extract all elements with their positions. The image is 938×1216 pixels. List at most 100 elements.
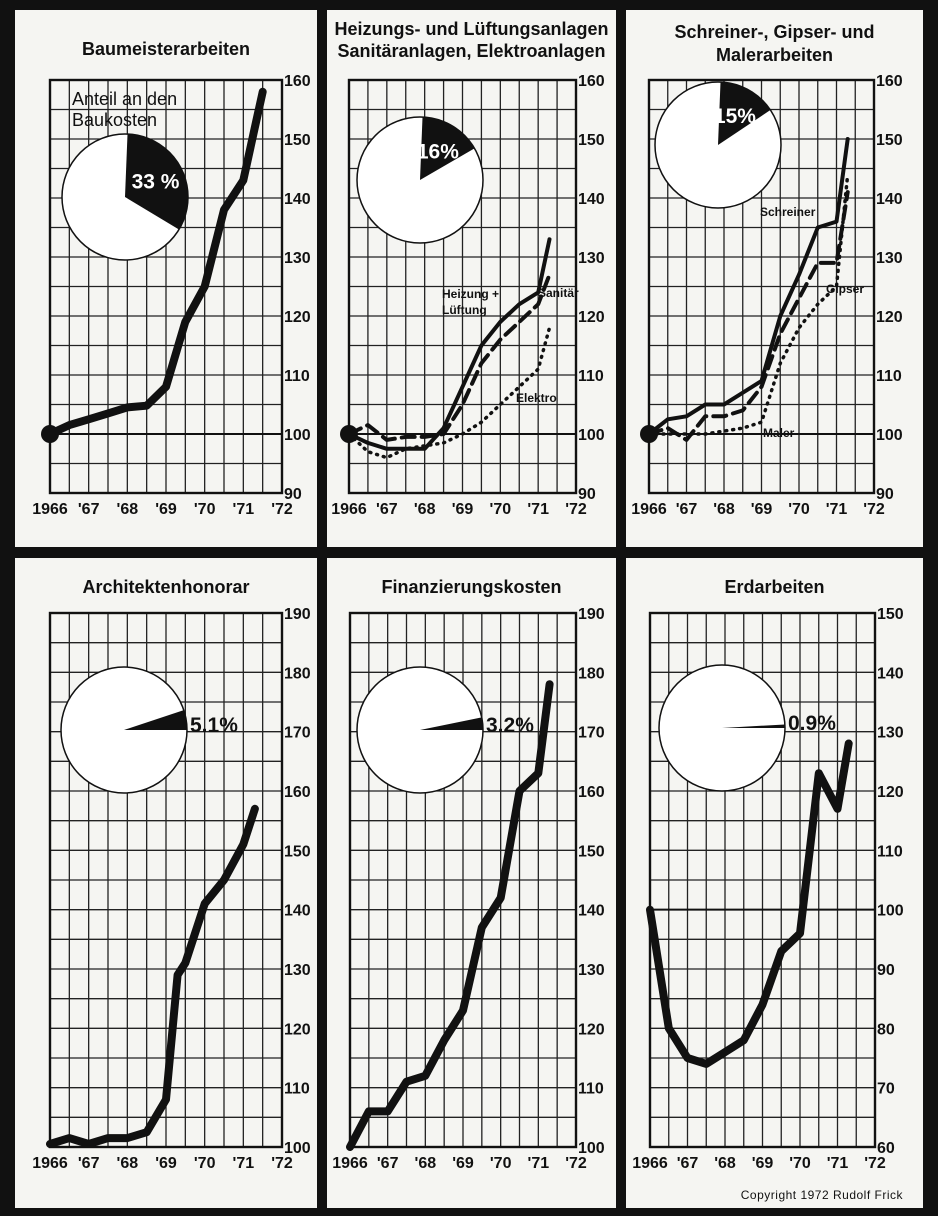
- y-tick-label: 140: [284, 903, 311, 920]
- pie-caption: Baukosten: [72, 110, 157, 130]
- pie-slice: [722, 724, 785, 728]
- x-tick-label: '70: [789, 1155, 811, 1172]
- series-line-solid: [46, 87, 267, 438]
- y-tick-label: 160: [876, 73, 903, 90]
- x-tick-label: '67: [376, 501, 398, 518]
- y-tick-label: 90: [578, 486, 596, 503]
- y-tick-label: 160: [284, 73, 311, 90]
- y-tick-label: 120: [877, 784, 904, 801]
- pie-percent-label: 33 %: [132, 171, 180, 194]
- chart-panel-4: 100 110 120 130 140 150 160 170 180 190 1966 '67 '68…: [15, 558, 317, 1208]
- x-tick-label: '68: [414, 501, 436, 518]
- x-tick-label: '71: [826, 501, 848, 518]
- series-line-dashed: [347, 272, 552, 442]
- y-tick-label: 110: [877, 843, 903, 860]
- pie-slice: [124, 710, 187, 730]
- start-marker: [41, 425, 59, 443]
- copyright-notice: Copyright 1972 Rudolf Frick: [741, 1188, 904, 1202]
- x-tick-label: '68: [714, 1155, 736, 1172]
- panel-background: [626, 10, 923, 547]
- panel-background: [327, 558, 616, 1208]
- y-tick-label: 130: [284, 250, 311, 267]
- plot-frame: [347, 78, 578, 495]
- chart-panel-3: 90 100 110 120 130 140 150 160 1966 '67 '68 '69 '70 '…: [626, 10, 923, 547]
- y-tick-label: 150: [877, 606, 904, 623]
- x-tick-label: '72: [864, 1155, 886, 1172]
- pie-slice: [718, 82, 771, 145]
- y-tick-label: 150: [876, 132, 903, 149]
- y-tick-label: 180: [284, 665, 311, 682]
- series-line-solid: [347, 237, 552, 451]
- y-tick-label: 90: [877, 962, 895, 979]
- y-tick-label: 100: [876, 427, 903, 444]
- y-tick-label: 80: [877, 1021, 895, 1038]
- y-tick-label: 120: [284, 309, 311, 326]
- x-tick-label: 1966: [32, 501, 68, 518]
- y-tick-label: 110: [578, 1081, 604, 1098]
- y-tick-label: 120: [578, 1021, 605, 1038]
- x-tick-label: '68: [713, 501, 735, 518]
- x-tick-label: '71: [528, 1155, 550, 1172]
- plot-frame: [48, 611, 284, 1149]
- y-tick-label: 170: [284, 725, 311, 742]
- x-tick-label: '70: [788, 501, 810, 518]
- y-tick-label: 140: [877, 665, 904, 682]
- chart-title: Finanzierungskosten: [381, 577, 561, 597]
- pie-caption: Anteil an den: [72, 89, 177, 109]
- y-tick-label: 100: [284, 427, 311, 444]
- x-tick-label: '72: [565, 501, 587, 518]
- y-tick-label: 130: [877, 725, 904, 742]
- pie-percent-label: 5.1%: [190, 714, 238, 737]
- x-tick-label: '72: [863, 501, 885, 518]
- y-tick-label: 90: [876, 486, 894, 503]
- y-tick-label: 110: [284, 368, 310, 385]
- x-tick-label: '70: [490, 1155, 512, 1172]
- pie-slice: [420, 117, 475, 180]
- y-tick-label: 170: [578, 725, 605, 742]
- y-tick-label: 70: [877, 1081, 895, 1098]
- chart-panel-6: 60 70 80 90 100 110 120 130 140 150 1966 '67 '68 '69 '…: [626, 558, 923, 1208]
- y-tick-label: 130: [876, 250, 903, 267]
- y-tick-label: 160: [578, 784, 605, 801]
- x-tick-label: '71: [827, 1155, 849, 1172]
- chart-title: Malerarbeiten: [716, 45, 833, 65]
- x-tick-label: '69: [155, 501, 177, 518]
- share-pie: 16%: [356, 116, 484, 244]
- x-tick-label: '68: [415, 1155, 437, 1172]
- y-tick-label: 150: [284, 843, 311, 860]
- series-label: Sanitär: [538, 286, 579, 300]
- x-tick-label: '67: [677, 1155, 699, 1172]
- x-tick-label: '67: [377, 1155, 399, 1172]
- series-line-solid: [646, 739, 853, 1068]
- y-tick-label: 160: [578, 73, 605, 90]
- x-tick-label: '67: [78, 1155, 100, 1172]
- x-tick-label: '72: [565, 1155, 587, 1172]
- y-tick-label: 190: [284, 606, 311, 623]
- y-tick-label: 150: [284, 132, 311, 149]
- x-tick-label: 1966: [632, 1155, 668, 1172]
- y-tick-label: 180: [578, 665, 605, 682]
- x-tick-label: 1966: [332, 1155, 368, 1172]
- y-tick-label: 120: [876, 309, 903, 326]
- start-marker: [640, 425, 658, 443]
- chart-title: Architektenhonorar: [82, 577, 249, 597]
- y-tick-label: 100: [578, 1140, 605, 1157]
- y-tick-label: 110: [284, 1081, 310, 1098]
- share-pie: 0.9%: [658, 664, 836, 792]
- pie-percent-label: 15%: [714, 105, 756, 128]
- plot-frame: [647, 78, 876, 495]
- series-line-solid: [46, 804, 259, 1148]
- y-tick-label: 140: [876, 191, 903, 208]
- series-label: Schreiner: [760, 205, 816, 219]
- y-tick-label: 130: [578, 962, 605, 979]
- series-line-dashed: [647, 190, 850, 442]
- y-tick-label: 140: [578, 903, 605, 920]
- pie-percent-label: 3.2%: [486, 714, 534, 737]
- chart-title: Schreiner-, Gipser- und: [674, 22, 874, 42]
- x-tick-label: '69: [752, 1155, 774, 1172]
- y-tick-label: 150: [578, 132, 605, 149]
- x-tick-label: '69: [751, 501, 773, 518]
- share-pie: 3.2%: [356, 666, 534, 794]
- start-marker: [340, 425, 358, 443]
